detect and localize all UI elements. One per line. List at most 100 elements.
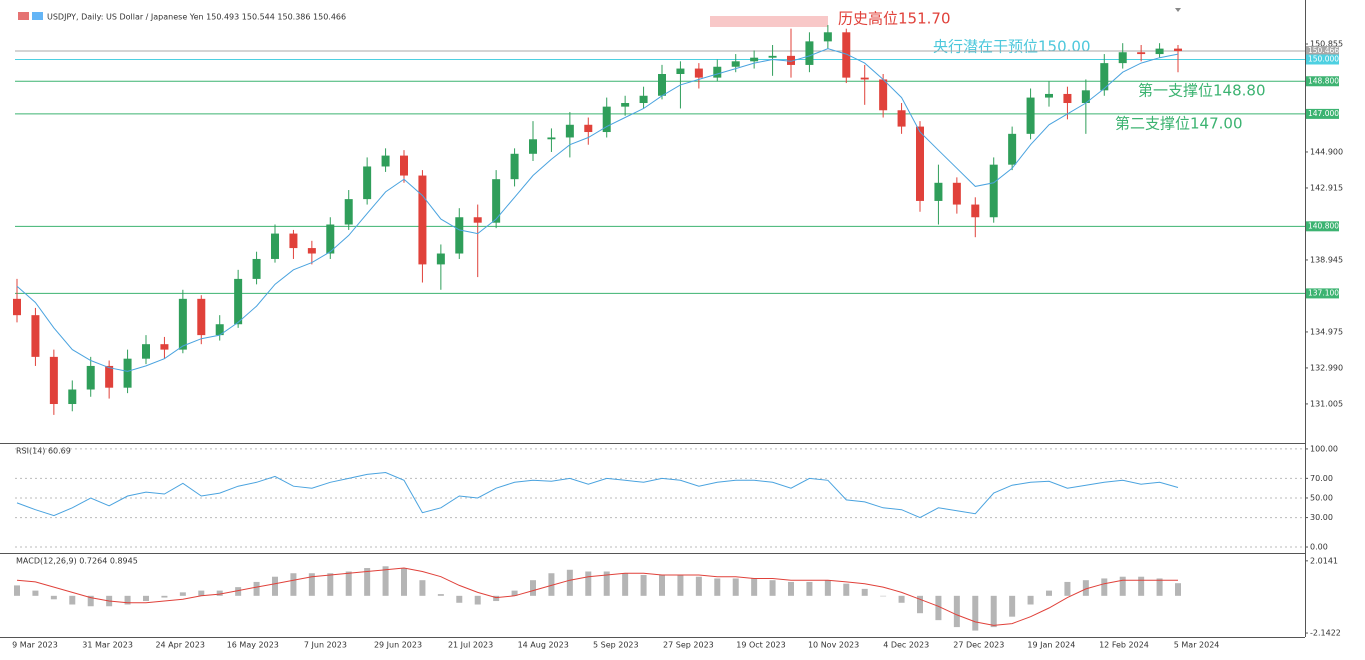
level-label-box: [1306, 108, 1339, 119]
y-tick-label: 0.00: [1310, 543, 1328, 552]
candle-body: [68, 389, 77, 405]
macd-bar: [714, 578, 721, 596]
candle-body: [529, 139, 537, 154]
candle-body: [1063, 93, 1072, 104]
x-tick-label: 27 Dec 2023: [953, 641, 1004, 650]
candle-body: [49, 356, 58, 405]
level-label: 140.800: [1308, 221, 1339, 230]
candle-body: [307, 248, 316, 254]
level-label-box: [1306, 76, 1339, 87]
level-label: 147.000: [1308, 109, 1339, 118]
candle-body: [1137, 52, 1146, 55]
candle-body: [639, 95, 648, 104]
candle-body: [86, 365, 95, 390]
candle-body: [455, 217, 464, 254]
macd-bar: [419, 580, 426, 596]
shift-marker: [1175, 8, 1181, 12]
macd-bar: [843, 583, 850, 596]
signal-line: [16, 567, 1179, 626]
rsi-title: RSI(14) 60.69: [16, 447, 71, 456]
x-tick-label: 31 Mar 2023: [82, 641, 133, 650]
candle-body: [400, 155, 408, 176]
level-label-box: [1306, 46, 1339, 57]
macd-bar: [751, 578, 758, 596]
candle-body: [989, 164, 998, 218]
annotation: 央行潜在干预位150.00: [933, 38, 1091, 56]
macd-bar: [530, 580, 536, 596]
y-tick-label: 131.005: [1310, 399, 1343, 408]
macd-bar: [917, 595, 923, 614]
macd-bar: [953, 595, 960, 628]
candle-body: [252, 258, 261, 279]
level-label: 148.800: [1308, 76, 1339, 85]
x-tick-label: 29 Jun 2023: [374, 641, 422, 650]
x-tick-label: 10 Nov 2023: [808, 641, 859, 650]
y-tick-label: 100.00: [1310, 444, 1338, 453]
macd-bar: [1009, 595, 1016, 617]
x-tick-label: 5 Mar 2024: [1174, 641, 1220, 650]
macd-bar: [1101, 578, 1108, 596]
candle-body: [971, 204, 980, 218]
candle-body: [897, 110, 906, 127]
macd-bar: [935, 595, 942, 621]
macd-bar: [143, 595, 149, 602]
symbol-icon: [32, 12, 43, 20]
x-tick-label: 27 Sep 2023: [663, 641, 714, 650]
macd-bar: [124, 595, 131, 605]
candle-body: [1155, 48, 1164, 55]
candle-body: [1100, 63, 1109, 91]
candle-body: [952, 182, 961, 205]
macd-bar: [216, 590, 223, 596]
candle-body: [31, 315, 40, 357]
macd-bar: [235, 587, 242, 596]
x-tick-label: 19 Jan 2024: [1027, 641, 1075, 650]
y-tick-label: 142.915: [1310, 183, 1343, 192]
candle-body: [1008, 133, 1017, 165]
candle-body: [234, 278, 243, 325]
candle-body: [768, 55, 777, 58]
candle-body: [805, 41, 814, 65]
macd-bar: [272, 576, 278, 596]
x-tick-label: 21 Jul 2023: [448, 641, 493, 650]
macd-bar: [87, 595, 94, 607]
macd-bar: [1046, 590, 1052, 596]
x-tick-label: 5 Sep 2023: [593, 641, 639, 650]
macd-bar: [824, 580, 831, 596]
level-label-box: [1306, 221, 1339, 232]
candle-body: [289, 233, 298, 249]
candle-body: [510, 153, 519, 180]
macd-bar: [364, 568, 371, 596]
macd-bar: [511, 590, 518, 596]
macd-bar: [493, 595, 500, 602]
candle-body: [13, 298, 21, 316]
macd-bar: [1119, 576, 1126, 596]
x-tick-label: 9 Mar 2023: [12, 641, 58, 650]
macd-bar: [456, 595, 463, 603]
macd-bar: [806, 581, 813, 596]
candle-body: [215, 324, 224, 336]
macd-bar: [1082, 580, 1089, 596]
symbol-icon: [18, 12, 29, 20]
annotation: 历史高位151.70: [838, 10, 951, 28]
macd-bar: [622, 573, 629, 596]
candle-body: [105, 365, 114, 388]
moving-average: [16, 48, 1179, 372]
candle-body: [1081, 90, 1090, 104]
candle-body: [473, 217, 482, 223]
candle-body: [271, 233, 279, 259]
candle-body: [178, 298, 187, 350]
candle-body: [916, 126, 924, 201]
macd-bar: [566, 569, 573, 596]
macd-bar: [32, 590, 39, 596]
candle-body: [621, 103, 630, 107]
macd-bar: [972, 595, 979, 631]
y-tick-label: 70.00: [1310, 474, 1333, 483]
x-tick-label: 16 May 2023: [227, 641, 279, 650]
macd-bar: [1027, 595, 1034, 605]
macd-bar: [179, 592, 186, 596]
y-tick-label: 2.0141: [1310, 556, 1338, 565]
macd-bar: [603, 571, 610, 596]
annotation: 第二支撑位147.00: [1115, 115, 1243, 133]
candle-body: [418, 175, 427, 265]
